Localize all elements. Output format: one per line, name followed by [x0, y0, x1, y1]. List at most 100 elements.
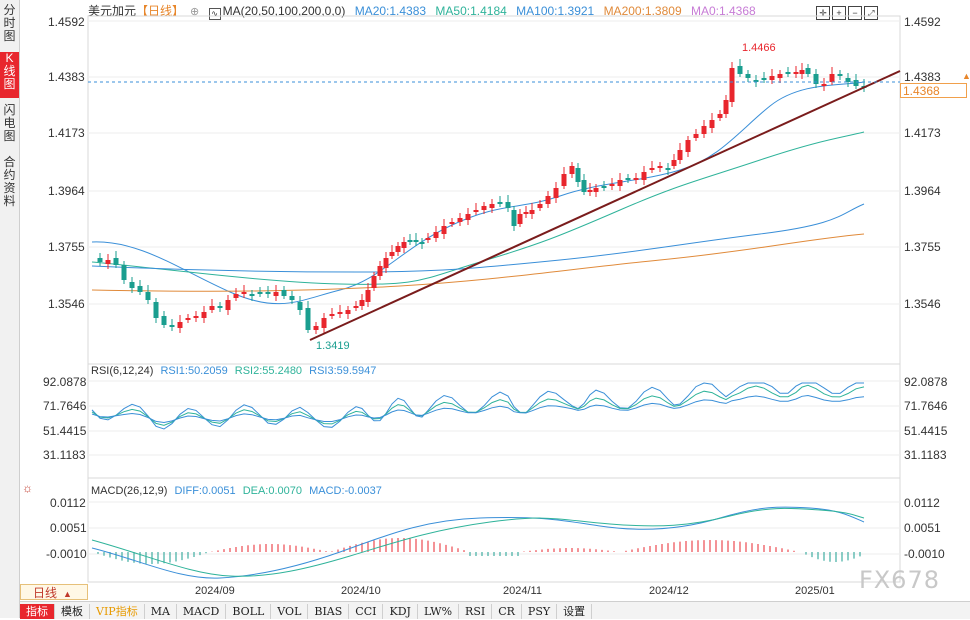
- zoom-out-icon[interactable]: −: [848, 6, 862, 20]
- candle-body: [785, 72, 791, 74]
- candle-body: [593, 188, 599, 192]
- candle-body: [717, 114, 723, 118]
- tab-rsi[interactable]: RSI: [459, 604, 493, 619]
- candle-body: [225, 300, 231, 310]
- candle-body: [829, 74, 835, 82]
- candle-body: [805, 68, 811, 74]
- fullscreen-icon[interactable]: ⤢: [864, 6, 878, 20]
- indicator-tabs: 指标 模板 VIP指标 MA MACD BOLL VOL BIAS CCI KDJ LW% RSI CR…: [20, 601, 970, 619]
- tab-template[interactable]: 模板: [55, 604, 90, 619]
- candle-body: [511, 210, 517, 226]
- macd-settings-icon[interactable]: ☼: [22, 481, 33, 495]
- candle-body: [587, 190, 593, 192]
- tab-flash[interactable]: 闪电图: [3, 103, 16, 143]
- price-label-right: 1.3755: [904, 240, 941, 254]
- candle-body: [537, 204, 543, 208]
- candle-body: [321, 318, 327, 328]
- price-label-left: 1.3755: [48, 240, 85, 254]
- price-label-left: 1.3546: [48, 297, 85, 311]
- tab-vol[interactable]: VOL: [271, 604, 309, 619]
- candle-body: [145, 292, 151, 300]
- candle-body: [441, 226, 447, 234]
- candle-body: [473, 210, 479, 212]
- tab-boll[interactable]: BOLL: [226, 604, 272, 619]
- rsi-label-right: 71.7646: [904, 399, 948, 413]
- price-label-right: 1.3546: [904, 297, 941, 311]
- price-label-left: 1.4173: [48, 126, 85, 140]
- watermark: FX678: [858, 566, 940, 594]
- price-label-left: 1.3964: [48, 184, 85, 198]
- tab-timeshare[interactable]: 分时图: [3, 3, 16, 43]
- tab-kline[interactable]: K线图: [0, 52, 19, 98]
- zoom-in-icon[interactable]: +: [832, 6, 846, 20]
- rsi3-value: RSI3:59.5947: [309, 365, 377, 377]
- candle-body: [377, 266, 383, 276]
- candle-body: [353, 306, 359, 308]
- candle-body: [745, 74, 751, 78]
- tab-lw[interactable]: LW%: [418, 604, 460, 619]
- rsi-label-left: 92.0878: [43, 375, 87, 389]
- macd-diff-line: [91, 506, 865, 579]
- ma0-value: MA0:1.4368: [690, 4, 756, 18]
- price-label-right: 1.4383: [904, 70, 941, 84]
- candle-body: [395, 246, 401, 252]
- tab-contract-info[interactable]: 合约资料: [3, 155, 16, 208]
- x-label: 2024/10: [341, 585, 381, 597]
- settings-icon[interactable]: ⊕: [190, 6, 200, 18]
- macd-lines: [91, 506, 865, 579]
- dropdown-arrow-icon: ▲: [63, 589, 72, 599]
- candle-body: [137, 286, 143, 292]
- price-up-arrow-icon: ▲: [962, 71, 970, 81]
- price-label-right: 1.4173: [904, 126, 941, 140]
- tab-ma[interactable]: MA: [145, 604, 177, 619]
- candle-body: [581, 180, 587, 192]
- tab-macd[interactable]: MACD: [177, 604, 227, 619]
- candle-body: [737, 66, 743, 74]
- candle-body: [729, 68, 735, 102]
- candle-body: [297, 302, 303, 310]
- tab-settings[interactable]: 设置: [557, 604, 593, 619]
- candle-body: [209, 306, 215, 310]
- candle-body: [425, 238, 431, 240]
- candle-body: [359, 300, 365, 306]
- candle-body: [273, 292, 279, 296]
- candle-body: [129, 282, 135, 288]
- candle-body: [217, 306, 223, 308]
- macd-params: MACD(26,12,9): [91, 485, 168, 497]
- candle-body: [769, 76, 775, 80]
- tab-vip-indicator[interactable]: VIP指标: [90, 604, 145, 619]
- macd-diff-value: DIFF:0.0051: [174, 485, 236, 497]
- candle-body: [313, 326, 319, 330]
- rsi-label-right: 92.0878: [904, 375, 948, 389]
- tab-indicator[interactable]: 指标: [20, 604, 55, 619]
- candle-body: [305, 308, 311, 330]
- tab-cr[interactable]: CR: [492, 604, 522, 619]
- ma200-line: [91, 233, 865, 292]
- macd-title: MACD(26,12,9) DIFF:0.0051 DEA:0.0070 MAC…: [91, 485, 382, 497]
- price-label-left: 1.4592: [48, 15, 85, 29]
- candle-body: [257, 292, 263, 294]
- candle-body: [185, 318, 191, 320]
- ma20-value: MA20:1.4383: [354, 4, 427, 18]
- candle-body: [641, 172, 647, 180]
- crosshair-icon[interactable]: ✛: [816, 6, 830, 20]
- candle-body: [761, 78, 767, 80]
- tab-cci[interactable]: CCI: [349, 604, 384, 619]
- candle-body: [337, 312, 343, 314]
- candle-body: [625, 178, 631, 180]
- tab-kdj[interactable]: KDJ: [383, 604, 418, 619]
- candle-body: [413, 240, 419, 242]
- tab-psy[interactable]: PSY: [522, 604, 558, 619]
- candle-body: [853, 80, 859, 86]
- candle-body: [793, 72, 799, 74]
- tab-bias[interactable]: BIAS: [308, 604, 350, 619]
- candle-body: [329, 314, 335, 316]
- ma-toggle-icon[interactable]: ∿: [208, 8, 221, 20]
- candle-body: [837, 74, 843, 76]
- period-selector[interactable]: 日线 ▲: [20, 584, 88, 600]
- candle-body: [105, 260, 111, 264]
- ma20-line: [91, 81, 865, 305]
- candle-body: [419, 242, 425, 244]
- candle-body: [97, 258, 103, 262]
